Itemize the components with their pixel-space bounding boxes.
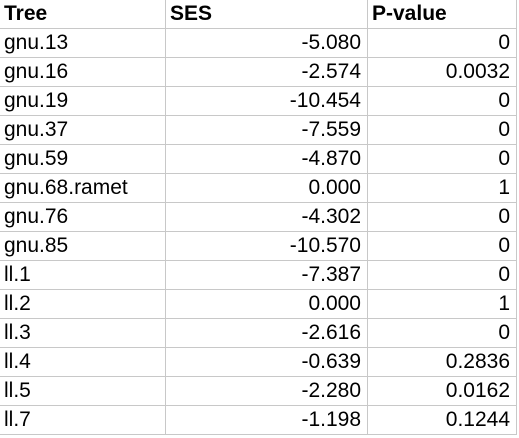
cell-ses[interactable]: -4.302 [166,203,368,232]
cell-ses[interactable]: -0.639 [166,348,368,377]
cell-ses[interactable]: 0.000 [166,290,368,319]
header-tree[interactable]: Tree [0,0,166,29]
cell-ses[interactable]: -10.454 [166,87,368,116]
cell-tree[interactable]: gnu.19 [0,87,166,116]
cell-p-value[interactable]: 0.2836 [368,348,516,377]
cell-tree[interactable]: gnu.59 [0,145,166,174]
cell-p-value[interactable]: 1 [368,290,516,319]
cell-ses[interactable]: 0.000 [166,174,368,203]
cell-tree[interactable]: gnu.13 [0,29,166,58]
cell-tree[interactable]: ll.3 [0,319,166,348]
cell-p-value[interactable]: 0 [368,232,516,261]
cell-tree[interactable]: gnu.85 [0,232,166,261]
cell-ses[interactable]: -10.570 [166,232,368,261]
cell-p-value[interactable]: 0.0032 [368,58,516,87]
cell-tree[interactable]: gnu.37 [0,116,166,145]
cell-tree[interactable]: ll.5 [0,377,166,406]
cell-p-value[interactable]: 1 [368,174,516,203]
cell-p-value[interactable]: 0 [368,319,516,348]
cell-tree[interactable]: ll.7 [0,406,166,435]
cell-tree[interactable]: gnu.68.ramet [0,174,166,203]
header-p-value[interactable]: P-value [368,0,516,29]
cell-ses[interactable]: -7.387 [166,261,368,290]
cell-ses[interactable]: -2.280 [166,377,368,406]
cell-ses[interactable]: -2.574 [166,58,368,87]
cell-tree[interactable]: gnu.76 [0,203,166,232]
cell-p-value[interactable]: 0 [368,145,516,174]
cell-tree[interactable]: ll.1 [0,261,166,290]
cell-p-value[interactable]: 0 [368,116,516,145]
cell-p-value[interactable]: 0 [368,87,516,116]
cell-tree[interactable]: gnu.16 [0,58,166,87]
cell-ses[interactable]: -1.198 [166,406,368,435]
cell-tree[interactable]: ll.4 [0,348,166,377]
cell-ses[interactable]: -2.616 [166,319,368,348]
cell-ses[interactable]: -4.870 [166,145,368,174]
cell-ses[interactable]: -5.080 [166,29,368,58]
cell-p-value[interactable]: 0 [368,203,516,232]
header-ses[interactable]: SES [166,0,368,29]
cell-p-value[interactable]: 0 [368,29,516,58]
cell-tree[interactable]: ll.2 [0,290,166,319]
cell-p-value[interactable]: 0.1244 [368,406,516,435]
cell-p-value[interactable]: 0 [368,261,516,290]
cell-p-value[interactable]: 0.0162 [368,377,516,406]
cell-ses[interactable]: -7.559 [166,116,368,145]
